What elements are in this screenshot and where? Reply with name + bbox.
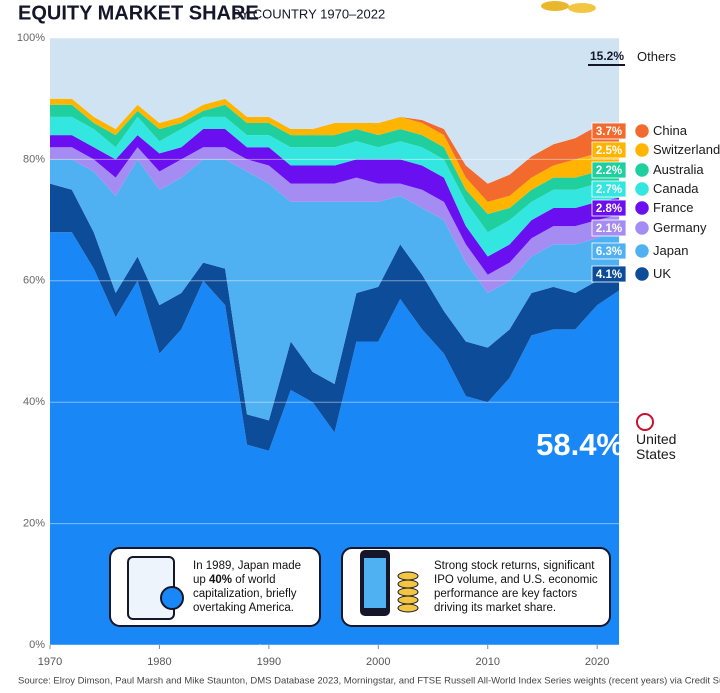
legend-label: Japan: [653, 243, 689, 258]
flag-icon: [633, 180, 651, 198]
flag-icon: [633, 161, 651, 179]
y-tick-label: 60%: [23, 275, 45, 287]
annotation-part: of world capitalization, briefly overtak…: [193, 574, 297, 614]
label-box: [591, 122, 627, 140]
flag-icon: [633, 265, 651, 283]
legend-label: Switzerland: [653, 142, 720, 157]
y-tick-label: 80%: [23, 153, 45, 165]
value-label: 2.8%: [596, 203, 622, 215]
area: [50, 98, 620, 202]
area: [50, 183, 620, 451]
area: [50, 38, 620, 184]
legend-label: Canada: [653, 181, 699, 196]
y-tick-label: 40%: [23, 396, 45, 408]
flag-icon: [636, 413, 654, 431]
label-box: [591, 265, 627, 283]
label-box: [591, 161, 627, 179]
coins-decoration: [541, 1, 596, 13]
flag-icon: [633, 242, 651, 260]
flag-icon: [633, 122, 651, 140]
value-label: 2.2%: [596, 165, 622, 177]
y-tick-label: 100%: [17, 32, 45, 44]
arrow-marker: [256, 644, 264, 650]
value-label: 2.7%: [596, 184, 622, 196]
icon: [160, 586, 184, 610]
coin-icon: [397, 587, 419, 597]
flag-icon: [633, 199, 651, 217]
coin-icon: [397, 571, 419, 581]
value-label: 6.3%: [596, 246, 622, 258]
x-tick-label: 1980: [147, 656, 171, 668]
legend-label: UK: [653, 266, 672, 281]
legend-label: France: [653, 200, 694, 215]
value-label: 3.7%: [596, 126, 622, 138]
value-label: 58.4%: [536, 427, 624, 462]
annotation-part: 40%: [209, 574, 233, 586]
label-box: [591, 180, 627, 198]
value-label: 4.1%: [596, 269, 622, 281]
area: [50, 232, 620, 646]
annotation-part: Strong stock returns, significant IPO vo…: [434, 560, 598, 614]
x-tick-label: 2020: [585, 656, 609, 668]
legend-label: Others: [637, 49, 677, 64]
icon: [364, 558, 386, 608]
flag-icon: [633, 141, 651, 159]
coin-icon: [397, 579, 419, 589]
legend-label: Germany: [653, 220, 707, 235]
value-label: 2.5%: [596, 145, 622, 157]
annotation-text: Strong stock returns, significant IPO vo…: [434, 559, 606, 615]
value-label: 15.2%: [590, 49, 624, 63]
chart-title: EQUITY MARKET SHARE: [18, 2, 259, 24]
flag-icon: [633, 219, 651, 237]
x-tick-label: 2010: [475, 656, 499, 668]
coin-icon: [397, 595, 419, 605]
label-box: [591, 219, 627, 237]
source: Source: Elroy Dimson, Paul Marsh and Mik…: [18, 676, 720, 687]
coin-icon: [397, 603, 419, 613]
legend-label: United States: [636, 431, 677, 462]
chart-subtitle: BY COUNTRY 1970–2022: [232, 6, 385, 21]
label-box: [591, 199, 627, 217]
legend-label: Australia: [653, 162, 704, 177]
x-tick-label: 2000: [366, 656, 390, 668]
y-tick-label: 20%: [23, 518, 45, 530]
label-box: [591, 242, 627, 260]
area: [50, 116, 620, 257]
value-label: 2.1%: [596, 223, 622, 235]
area: [50, 159, 620, 421]
x-tick-label: 1970: [38, 656, 62, 668]
legend-label: China: [653, 123, 687, 138]
label-box: [591, 141, 627, 159]
x-tick-label: 1990: [257, 656, 281, 668]
annotation-part: In 1989, Japan made up: [193, 560, 302, 586]
y-tick-label: 0%: [29, 639, 45, 651]
annotation-text: In 1989, Japan made up 40% of world capi…: [193, 559, 313, 615]
